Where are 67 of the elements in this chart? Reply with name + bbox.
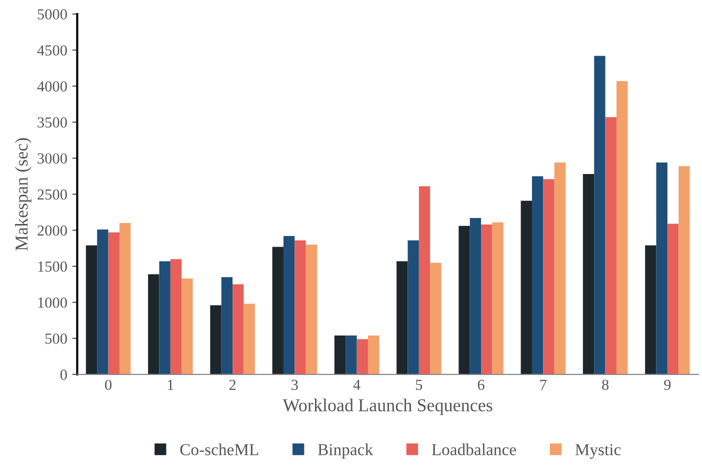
- bar: [605, 117, 616, 374]
- bar: [221, 277, 233, 374]
- bar: [554, 162, 566, 374]
- bar: [543, 179, 554, 374]
- legend-label: Mystic: [575, 444, 621, 459]
- y-tick-label: 4000: [37, 81, 67, 92]
- y-tick-label: 1500: [38, 261, 67, 272]
- bar: [232, 284, 244, 374]
- bar: [481, 224, 492, 374]
- bar: [272, 246, 284, 374]
- y-tick-label: 0: [60, 370, 67, 380]
- bar: [458, 226, 470, 374]
- legend-label: Co-scheML: [180, 444, 258, 456]
- bar: [119, 223, 131, 374]
- x-tick-label: 5: [416, 380, 422, 390]
- bar: [182, 278, 193, 374]
- bar: [210, 305, 222, 374]
- x-tick-label: 8: [602, 380, 609, 390]
- x-tick-label: 3: [292, 380, 298, 390]
- bar: [306, 244, 318, 374]
- y-tick-label: 500: [45, 334, 67, 344]
- bar: [170, 259, 182, 374]
- bar: [667, 224, 679, 374]
- bar: [594, 56, 606, 374]
- x-tick-label: 2: [229, 380, 236, 390]
- bar: [86, 245, 98, 374]
- y-tick-label: 4500: [37, 45, 67, 56]
- y-tick-label: 3500: [38, 117, 67, 128]
- bar: [334, 335, 346, 374]
- bar: [148, 274, 160, 374]
- bar: [294, 240, 306, 374]
- legend-label: Loadbalance: [432, 444, 516, 456]
- y-tick-label: 5000: [38, 9, 67, 20]
- bar: [656, 162, 668, 374]
- y-tick-label: 2000: [38, 225, 67, 236]
- bar: [492, 222, 504, 374]
- bar: [244, 304, 255, 374]
- bar: [678, 166, 690, 374]
- x-tick-label: 1: [168, 380, 174, 390]
- bar: [283, 236, 295, 374]
- y-axis-title: Makespan (sec): [15, 138, 32, 251]
- x-axis-title: Workload Launch Sequences: [282, 398, 492, 416]
- x-tick-label: 4: [353, 380, 360, 390]
- bar: [356, 339, 368, 374]
- bar: [368, 335, 380, 374]
- bar: [520, 200, 532, 374]
- y-tick-label: 1000: [38, 297, 67, 308]
- x-tick-label: 6: [478, 380, 484, 390]
- bar: [108, 232, 120, 374]
- bar: [532, 176, 544, 374]
- bar: [408, 240, 419, 374]
- y-tick-label: 2500: [38, 189, 67, 200]
- x-tick-label: 9: [664, 380, 671, 390]
- bar: [396, 261, 408, 374]
- bar: [470, 218, 482, 374]
- bar: [430, 262, 442, 374]
- bar: [159, 261, 170, 374]
- bar: [645, 245, 656, 374]
- bar: [616, 81, 628, 374]
- bar: [418, 186, 430, 374]
- x-tick-label: 0: [105, 380, 112, 390]
- bar: [97, 230, 108, 374]
- y-tick-label: 3000: [38, 153, 67, 164]
- bar: [582, 174, 594, 374]
- x-tick-label: 7: [540, 380, 547, 390]
- legend-label: Binpack: [318, 444, 374, 459]
- bar: [346, 335, 357, 374]
